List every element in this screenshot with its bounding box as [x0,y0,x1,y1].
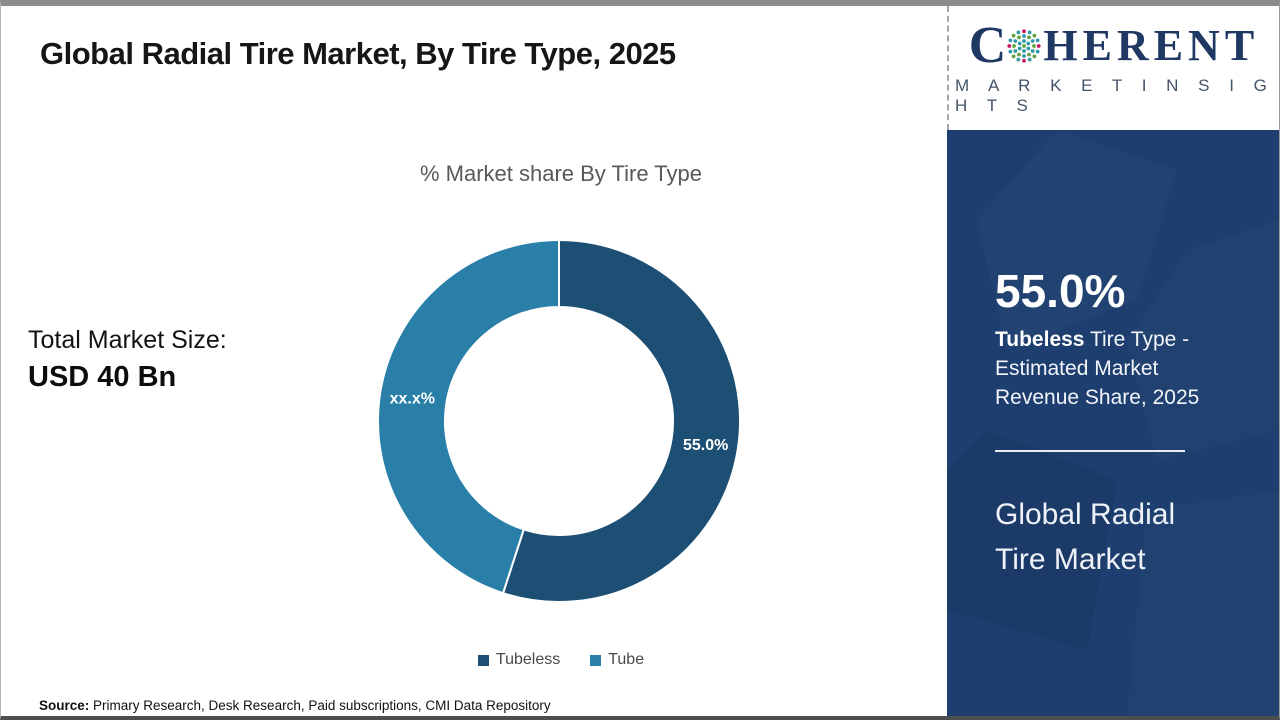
globe-dot [1008,38,1013,43]
map-watermark [947,430,1117,650]
globe-dot [1028,30,1032,35]
globe-dot [1026,41,1031,46]
globe-dot [1016,30,1021,35]
globe-dot [1007,44,1012,48]
globe-dot [1013,49,1018,53]
globe-dot [1037,44,1041,48]
globe-dot [1027,35,1032,40]
sidebar-divider [995,449,1185,452]
total-market-label: Total Market Size: [28,326,227,354]
globe-dot [1017,35,1022,40]
globe-dot [1016,57,1021,62]
globe-dot [1026,46,1031,51]
donut-chart-svg: 55.0% xx.x% [377,239,741,603]
legend-swatch-icon [590,654,602,666]
page-title: Global Radial Tire Market, By Tire Type,… [40,36,676,71]
total-market-value: USD 40 Bn [28,361,177,393]
globe-dot [1012,54,1016,59]
brand-logo: C HERENT M A R K E T I N S I G H T S [947,6,1279,130]
legend-label: Tube [608,651,645,668]
stat-description-rest: Tire Type - Estimated Market Revenue Sha… [995,327,1200,409]
brand-logo-word: C HERENT [969,20,1259,72]
globe-dot [1032,44,1037,48]
legend-item-tubeless: Tubeless [477,651,561,669]
globe-dots-icon [1007,29,1041,63]
globe-dot [1013,39,1018,43]
sidebar-content: 55.0% Tubeless Tire Type - Estimated Mar… [947,130,1279,582]
stat-segment-name: Tubeless [995,327,1085,351]
globe-dot [1018,46,1022,51]
globe-dot [1032,33,1037,38]
chart-subtitle: % Market share By Tire Type [419,161,703,186]
sidebar-navy-panel: 55.0% Tubeless Tire Type - Estimated Mar… [947,130,1279,716]
legend-swatch-icon [477,654,489,666]
sidebar-market-name: Global Radial Tire Market [995,497,1176,576]
donut-chart: 55.0% xx.x% [369,231,749,611]
slice-label-tubeless: 55.0% [683,437,728,454]
source-text: Primary Research, Desk Research, Paid su… [89,698,551,713]
globe-dot [1012,33,1016,38]
donut-slice-tubeless [502,239,741,603]
globe-dot [1031,39,1035,43]
globe-dot [1031,49,1035,53]
logo-word-rest: HERENT [1043,21,1260,70]
globe-dot [1022,54,1027,58]
globe-dot [1012,44,1017,48]
legend-item-tube: Tube [590,651,644,669]
highlight-stat-description: Tubeless Tire Type - Estimated Market Re… [995,325,1213,412]
legend-label: Tubeless [495,651,561,668]
sidebar: C HERENT M A R K E T I N S I G H T S 55.… [947,6,1279,716]
chart-panel: Global Radial Tire Market, By Tire Type,… [1,6,949,716]
globe-dot [1032,54,1037,59]
globe-dot [1022,58,1027,63]
globe-dot [1028,57,1032,62]
globe-dot [1022,34,1027,38]
globe-dot [1022,29,1027,34]
globe-dot [1022,39,1027,43]
slice-label-tube: xx.x% [390,390,435,407]
globe-dot [1018,41,1022,46]
globe-dot [1022,44,1027,48]
globe-dot [1008,49,1013,54]
globe-dot [1022,49,1027,53]
highlight-stat-value: 55.0% [995,265,1126,317]
globe-dot [1017,52,1022,57]
donut-slice-tube [377,239,560,595]
logo-letter-c: C [968,17,1007,74]
source-line: Source: Primary Research, Desk Research,… [39,698,551,713]
chart-legend: Tubeless Tube [261,647,861,673]
source-label: Source: [39,698,90,713]
logo-tagline: M A R K E T I N S I G H T S [955,76,1275,115]
total-market-block: Total Market Size: USD 40 Bn [28,326,227,394]
globe-dot [1027,52,1032,57]
globe-dot [1036,49,1040,54]
globe-dot [1036,38,1040,43]
